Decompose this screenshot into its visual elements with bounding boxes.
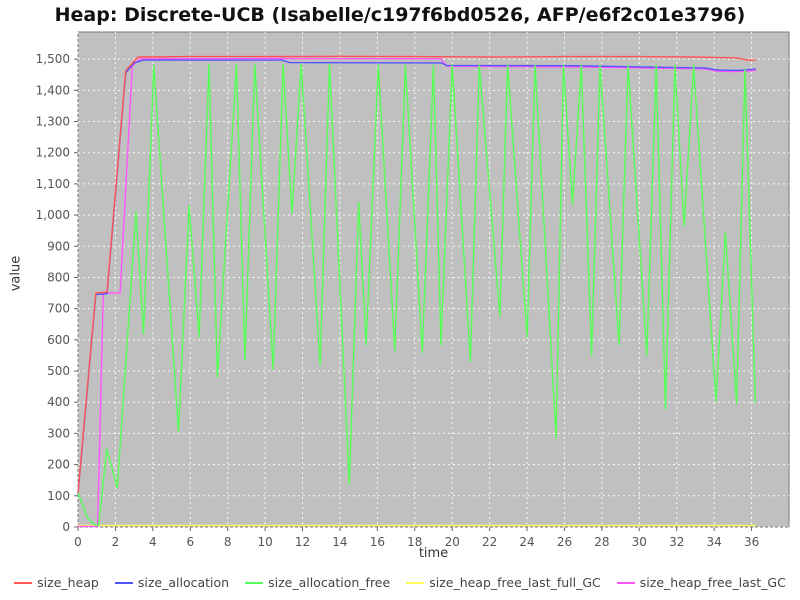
x-tick-label: 8 xyxy=(224,535,232,549)
legend-swatch-size_allocation xyxy=(114,581,133,584)
legend-label: size_heap_free_last_full_GC xyxy=(429,575,601,590)
y-tick-label: 600 xyxy=(47,333,70,347)
legend-label: size_allocation_free xyxy=(268,575,391,590)
legend-label: size_heap xyxy=(37,575,99,590)
x-axis-label: time xyxy=(418,546,449,561)
legend-item-size_allocation_free: size_allocation_free xyxy=(245,575,390,590)
y-tick-label: 1,000 xyxy=(36,208,70,222)
series-line-size_heap_free_last_GC xyxy=(77,57,756,528)
x-tick-label: 20 xyxy=(445,535,460,549)
x-tick-label: 6 xyxy=(186,535,194,549)
x-tick-label: 24 xyxy=(519,535,534,549)
y-axis-label: value xyxy=(8,255,24,292)
legend-swatch-size_allocation_free xyxy=(245,581,264,584)
x-tick-label: 18 xyxy=(407,535,422,549)
legend-item-size_heap_free_last_GC: size_heap_free_last_GC xyxy=(616,575,786,590)
y-tick-label: 900 xyxy=(47,239,70,253)
x-tick-label: 22 xyxy=(482,535,497,549)
legend-item-size_allocation: size_allocation xyxy=(114,575,230,590)
legend-item-size_heap_free_last_full_GC: size_heap_free_last_full_GC xyxy=(406,575,601,590)
x-tick-label: 28 xyxy=(594,535,609,549)
y-tick-label: 800 xyxy=(47,270,70,284)
y-tick-label: 1,500 xyxy=(36,52,70,66)
x-tick-label: 34 xyxy=(707,535,722,549)
legend-swatch-size_heap_free_last_GC xyxy=(616,581,635,584)
legend-label: size_allocation xyxy=(137,575,230,590)
legend-swatch-size_heap xyxy=(14,581,33,584)
y-tick-label: 400 xyxy=(47,395,70,409)
legend-label: size_heap_free_last_GC xyxy=(639,575,786,590)
y-tick-label: 300 xyxy=(47,426,70,440)
y-tick-label: 700 xyxy=(47,302,70,316)
x-tick-label: 26 xyxy=(557,535,572,549)
chart-title: Heap: Discrete-UCB (Isabelle/c197f6bd052… xyxy=(54,4,746,26)
y-tick-label: 1,100 xyxy=(36,177,70,191)
y-tick-label: 100 xyxy=(47,489,70,503)
x-tick-label: 14 xyxy=(332,535,347,549)
y-tick-label: 1,400 xyxy=(36,83,70,97)
series-line-size_allocation_free xyxy=(77,63,756,527)
x-tick-label: 12 xyxy=(295,535,310,549)
y-tick-label: 500 xyxy=(47,364,70,378)
legend-swatch-size_heap_free_last_full_GC xyxy=(406,581,425,584)
x-tick-label: 0 xyxy=(74,535,82,549)
x-tick-label: 30 xyxy=(632,535,647,549)
x-tick-label: 32 xyxy=(669,535,684,549)
y-tick-label: 1,300 xyxy=(36,115,70,129)
y-tick-label: 0 xyxy=(62,520,70,534)
y-tick-label: 200 xyxy=(47,458,70,472)
x-tick-label: 4 xyxy=(149,535,157,549)
plot-background xyxy=(77,31,790,528)
x-tick-label: 36 xyxy=(744,535,759,549)
x-tick-label: 16 xyxy=(370,535,385,549)
y-tick-label: 1,200 xyxy=(36,146,70,160)
x-tick-label: 2 xyxy=(112,535,120,549)
legend-item-size_heap: size_heap xyxy=(14,575,99,590)
x-tick-label: 10 xyxy=(257,535,272,549)
series-line-size_heap xyxy=(77,55,756,494)
legend: size_heap size_allocation size_allocation_… xyxy=(0,575,800,590)
